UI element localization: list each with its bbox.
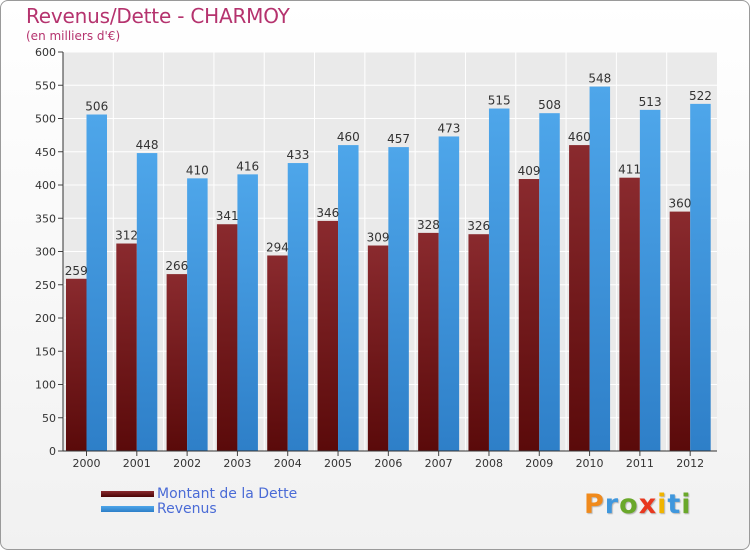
value-label-revenus: 506 (85, 100, 108, 114)
value-label-dette: 259 (65, 264, 88, 278)
bar-dette (116, 243, 137, 451)
bar-dette (66, 278, 87, 451)
x-tick-label: 2003 (223, 457, 251, 470)
y-tick-label: 0 (49, 445, 56, 458)
logo-letter: i (657, 489, 668, 520)
bar-dette (216, 224, 238, 451)
x-tick-label: 2010 (576, 457, 604, 470)
y-tick-label: 100 (35, 379, 56, 392)
bar-revenus (237, 174, 258, 452)
value-label-revenus: 433 (287, 148, 310, 162)
legend-label-dette: Montant de la Dette (157, 486, 298, 502)
value-label-revenus: 522 (689, 89, 712, 103)
logo-letter: t (667, 489, 682, 520)
value-label-dette: 346 (316, 206, 339, 220)
bar-revenus (539, 113, 560, 452)
legend-label-revenus: Revenus (157, 501, 217, 517)
value-label-revenus: 473 (437, 121, 460, 135)
x-tick-label: 2000 (73, 457, 101, 470)
x-tick-label: 2005 (324, 457, 352, 470)
y-tick-label: 50 (42, 412, 56, 425)
logo-letter: i (681, 489, 692, 520)
y-tick-label: 300 (35, 246, 56, 259)
value-label-dette: 411 (618, 163, 641, 177)
logo-letter: x (638, 489, 658, 520)
y-tick-label: 600 (35, 46, 56, 59)
bar-dette (468, 234, 489, 451)
value-label-revenus: 416 (236, 159, 259, 173)
value-label-dette: 326 (467, 219, 490, 233)
bar-revenus (589, 86, 611, 451)
logo-letter: r (604, 489, 620, 520)
value-label-dette: 309 (367, 231, 390, 245)
y-tick-label: 250 (35, 279, 56, 292)
value-label-revenus: 460 (337, 130, 360, 144)
value-label-revenus: 410 (186, 163, 209, 177)
bar-revenus (388, 147, 409, 451)
chart-title: Revenus/Dette - CHARMOY (26, 4, 290, 28)
bar-dette (619, 177, 640, 451)
bar-revenus (136, 153, 158, 451)
y-tick-label: 500 (35, 113, 56, 126)
bar-revenus (639, 109, 661, 451)
value-label-dette: 460 (568, 130, 591, 144)
bar-dette (317, 220, 339, 451)
value-label-revenus: 548 (588, 72, 611, 86)
x-tick-label: 2009 (525, 457, 553, 470)
x-tick-label: 2004 (274, 457, 302, 470)
y-tick-label: 150 (35, 345, 56, 358)
bar-revenus (187, 178, 208, 451)
legend-swatch-revenus (101, 506, 154, 512)
x-tick-label: 2012 (676, 457, 704, 470)
bar-revenus (338, 145, 359, 451)
x-tick-label: 2006 (374, 457, 402, 470)
bar-dette (518, 179, 540, 451)
bar-revenus (690, 103, 711, 452)
x-tick-label: 2001 (123, 457, 151, 470)
y-tick-label: 350 (35, 212, 56, 225)
value-label-revenus: 513 (639, 95, 662, 109)
bar-dette (367, 245, 389, 451)
value-label-dette: 328 (417, 218, 440, 232)
bar-revenus (287, 163, 309, 451)
value-label-revenus: 457 (387, 132, 410, 146)
value-label-dette: 341 (216, 209, 239, 223)
bar-dette (166, 274, 188, 451)
bar-dette (418, 232, 439, 451)
proxiti-logo: Proxiti (584, 489, 692, 520)
x-tick-label: 2007 (425, 457, 453, 470)
legend-swatch-dette (101, 491, 154, 497)
value-label-dette: 294 (266, 240, 289, 254)
bar-revenus (86, 114, 107, 451)
x-tick-label: 2008 (475, 457, 503, 470)
value-label-revenus: 508 (538, 98, 561, 112)
value-label-dette: 266 (165, 259, 188, 273)
value-label-dette: 409 (518, 164, 541, 178)
logo-letter: P (584, 489, 605, 520)
value-label-dette: 312 (115, 229, 138, 243)
y-tick-label: 200 (35, 312, 56, 325)
y-tick-label: 450 (35, 146, 56, 159)
bar-revenus (488, 108, 510, 452)
bar-revenus (438, 136, 460, 451)
value-label-revenus: 448 (136, 138, 159, 152)
logo-letter: o (619, 489, 639, 520)
bar-dette (569, 145, 590, 451)
value-label-revenus: 515 (488, 94, 511, 108)
y-tick-label: 400 (35, 179, 56, 192)
bar-dette (267, 255, 288, 451)
bar-dette (669, 211, 691, 451)
y-tick-label: 550 (35, 79, 56, 92)
x-tick-label: 2011 (626, 457, 654, 470)
chart-unit-label: (en milliers d'€) (26, 29, 121, 43)
x-tick-label: 2002 (173, 457, 201, 470)
value-label-dette: 360 (668, 197, 691, 211)
